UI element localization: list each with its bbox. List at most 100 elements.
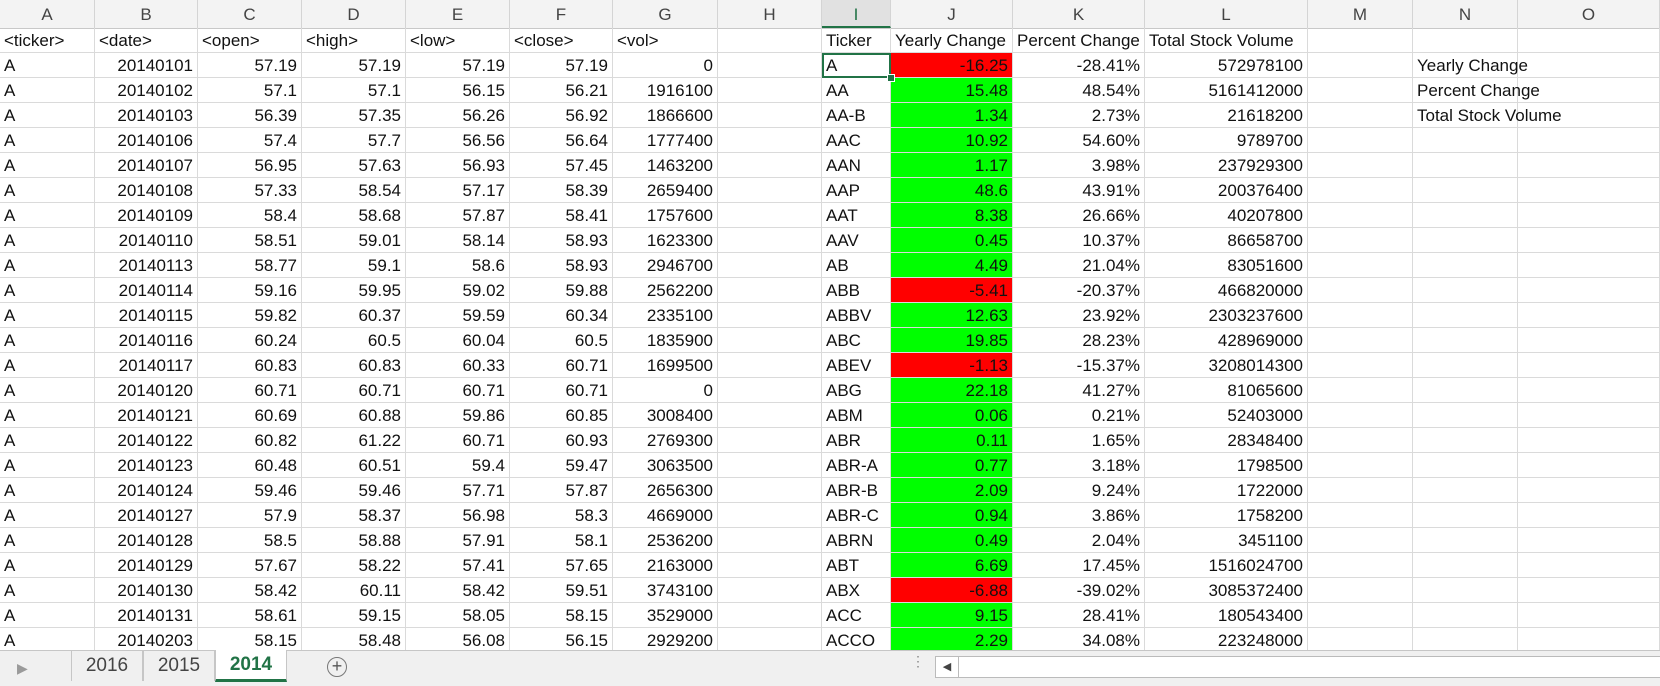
data-cell-c[interactable]: 57.9 [198,503,302,528]
data-cell-g[interactable]: 1777400 [613,128,718,153]
data-cell-b[interactable]: 20140106 [95,128,198,153]
total-volume-cell[interactable]: 223248000 [1145,628,1308,650]
empty-cell[interactable] [1413,628,1518,650]
empty-cell[interactable] [1518,78,1660,103]
data-cell-b[interactable]: 20140116 [95,328,198,353]
data-cell-g[interactable]: 2659400 [613,178,718,203]
data-cell-d[interactable]: 59.01 [302,228,406,253]
tab-2014[interactable]: 2014 [215,650,287,682]
empty-cell[interactable] [1308,378,1413,403]
total-volume-cell[interactable]: 40207800 [1145,203,1308,228]
summary-label[interactable]: Yearly Change [1413,53,1528,78]
data-cell-g[interactable]: 1866600 [613,103,718,128]
column-header-l[interactable]: L [1145,0,1308,28]
data-cell-a[interactable]: A [0,303,95,328]
percent-change-cell[interactable]: -28.41% [1013,53,1145,78]
percent-change-cell[interactable]: 54.60% [1013,128,1145,153]
data-cell-f[interactable]: 57.65 [510,553,613,578]
data-cell-b[interactable]: 20140109 [95,203,198,228]
data-cell-d[interactable]: 58.54 [302,178,406,203]
data-cell-a[interactable]: A [0,278,95,303]
yearly-change-cell[interactable]: 0.49 [891,528,1013,553]
yearly-change-cell[interactable]: 4.49 [891,253,1013,278]
data-cell-a[interactable]: A [0,403,95,428]
data-cell-c[interactable]: 58.5 [198,528,302,553]
data-cell-d[interactable]: 61.22 [302,428,406,453]
data-cell-g[interactable]: 1699500 [613,353,718,378]
data-cell-e[interactable]: 60.71 [406,428,510,453]
plus-circle-icon[interactable]: + [327,657,347,677]
data-cell-e[interactable]: 57.91 [406,528,510,553]
data-cell-c[interactable]: 59.16 [198,278,302,303]
data-cell-f[interactable]: 58.3 [510,503,613,528]
empty-cell[interactable] [1518,303,1660,328]
empty-cell[interactable] [718,103,822,128]
data-cell-f[interactable]: 59.47 [510,453,613,478]
data-cell-b[interactable]: 20140114 [95,278,198,303]
empty-cell[interactable] [1518,53,1660,78]
header-cell-f[interactable]: <close> [510,28,613,53]
total-volume-cell[interactable]: 1798500 [1145,453,1308,478]
data-cell-g[interactable]: 2163000 [613,553,718,578]
data-cell-g[interactable]: 3529000 [613,603,718,628]
tab-2015[interactable]: 2015 [143,651,215,681]
data-cell-f[interactable]: 60.71 [510,378,613,403]
data-cell-e[interactable]: 56.93 [406,153,510,178]
yearly-change-cell[interactable]: 0.77 [891,453,1013,478]
empty-cell[interactable] [718,178,822,203]
data-cell-d[interactable]: 58.37 [302,503,406,528]
total-volume-cell[interactable]: 52403000 [1145,403,1308,428]
empty-cell[interactable] [1308,503,1413,528]
empty-cell[interactable] [1308,628,1413,650]
empty-cell[interactable] [718,603,822,628]
empty-cell[interactable] [1413,603,1518,628]
data-cell-b[interactable]: 20140115 [95,303,198,328]
empty-cell[interactable] [1308,578,1413,603]
scroll-left-icon[interactable]: ◀ [936,657,959,677]
data-cell-f[interactable]: 56.21 [510,78,613,103]
empty-cell[interactable] [1413,503,1518,528]
yearly-change-cell[interactable]: 48.6 [891,178,1013,203]
data-cell-f[interactable]: 59.51 [510,578,613,603]
data-cell-d[interactable]: 58.22 [302,553,406,578]
data-cell-b[interactable]: 20140120 [95,378,198,403]
data-cell-b[interactable]: 20140127 [95,503,198,528]
yearly-change-cell[interactable]: 15.48 [891,78,1013,103]
empty-cell[interactable] [718,378,822,403]
empty-cell[interactable] [718,228,822,253]
data-cell-d[interactable]: 60.51 [302,453,406,478]
data-cell-d[interactable]: 57.35 [302,103,406,128]
data-cell-e[interactable]: 58.05 [406,603,510,628]
data-cell-e[interactable]: 58.42 [406,578,510,603]
data-cell-a[interactable]: A [0,353,95,378]
total-volume-cell[interactable]: 1722000 [1145,478,1308,503]
empty-cell[interactable] [1308,178,1413,203]
yearly-change-cell[interactable]: -5.41 [891,278,1013,303]
ticker-cell[interactable]: AAT [822,203,891,228]
data-cell-d[interactable]: 57.19 [302,53,406,78]
ticker-cell[interactable]: ABEV [822,353,891,378]
data-cell-e[interactable]: 56.08 [406,628,510,650]
empty-cell[interactable] [718,528,822,553]
total-volume-cell[interactable]: 180543400 [1145,603,1308,628]
empty-cell[interactable] [1413,428,1518,453]
empty-cell[interactable] [1518,578,1660,603]
header-cell-e[interactable]: <low> [406,28,510,53]
summary-label[interactable]: Percent Change [1413,78,1540,103]
yearly-change-cell[interactable]: 2.09 [891,478,1013,503]
yearly-change-cell[interactable]: -16.25 [891,53,1013,78]
data-cell-c[interactable]: 58.77 [198,253,302,278]
ticker-cell[interactable]: AA-B [822,103,891,128]
data-cell-d[interactable]: 60.5 [302,328,406,353]
empty-cell[interactable] [1308,203,1413,228]
header-cell-g[interactable]: <vol> [613,28,718,53]
data-cell-e[interactable]: 57.71 [406,478,510,503]
data-cell-e[interactable]: 57.87 [406,203,510,228]
ticker-cell[interactable]: ABC [822,328,891,353]
empty-cell[interactable] [1308,478,1413,503]
empty-cell[interactable] [1518,278,1660,303]
header-cell-h[interactable] [718,28,822,53]
total-volume-cell[interactable]: 2303237600 [1145,303,1308,328]
percent-change-cell[interactable]: 28.41% [1013,603,1145,628]
